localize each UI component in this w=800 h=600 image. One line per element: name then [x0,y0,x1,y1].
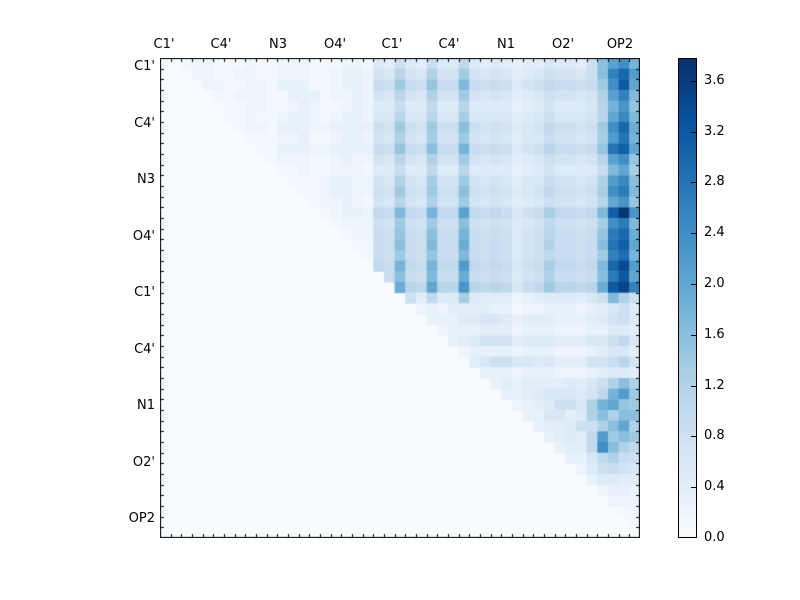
top-axis-label: N3 [269,37,287,52]
left-axis-label: C1' [134,59,155,74]
colorbar-tick-label: 2.8 [704,174,725,190]
colorbar-tick [691,182,697,183]
top-axis-label: O4' [323,37,347,52]
colorbar-tick [691,81,697,82]
colorbar-tick [691,487,697,488]
left-axis-label: O4' [132,228,155,244]
left-axis-label: C4' [134,115,155,131]
top-axis-label: N1 [497,37,515,52]
colorbar-tick-label: 3.2 [704,123,725,139]
colorbar [678,58,697,538]
top-axis-label: OP2 [606,37,634,52]
colorbar-tick-label: 1.2 [704,377,725,393]
colorbar-tick-label: 0.0 [704,530,725,545]
top-axis-label: C4' [438,37,460,52]
colorbar-tick [691,132,697,133]
colorbar-tick-label: 1.6 [704,326,725,342]
left-axis-label: N1 [137,398,155,413]
colorbar-tick [691,537,697,538]
top-axis-label: C4' [210,37,232,52]
colorbar-tick [691,335,697,336]
top-axis-label: C1' [153,37,175,52]
colorbar-tick-label: 0.8 [704,428,725,444]
heatmap-canvas [160,58,640,538]
colorbar-tick-label: 0.4 [704,479,725,495]
left-axis-label: C4' [134,341,155,357]
top-axis-label: C1' [381,37,403,52]
colorbar-tick [691,386,697,387]
top-axis-label: O2' [551,37,575,52]
colorbar-tick-label: 3.6 [704,72,725,88]
left-axis-label: N3 [137,172,155,187]
left-axis-label: C1' [134,285,155,300]
colorbar-tick [691,233,697,234]
colorbar-tick [691,284,697,285]
left-axis-label: OP2 [128,511,155,526]
colorbar-tick-label: 2.4 [704,225,725,241]
colorbar-tick-label: 2.0 [704,276,725,292]
colorbar-tick [691,436,697,437]
left-axis-label: O2' [132,454,155,470]
